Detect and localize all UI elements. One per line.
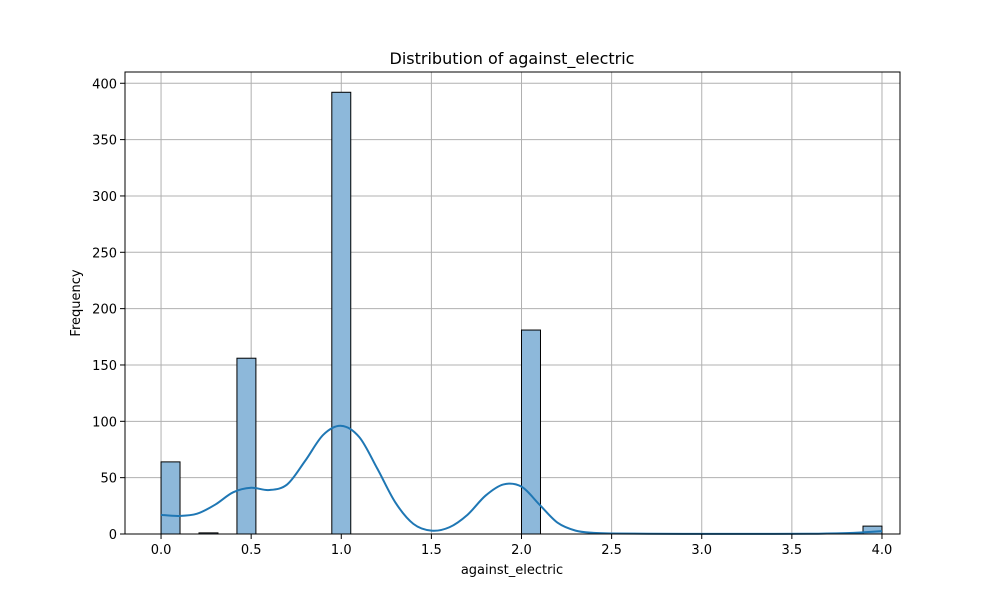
- x-tick-label: 2.0: [511, 543, 532, 558]
- histogram-bar: [160, 461, 181, 535]
- x-tick-label: 4.0: [872, 543, 893, 558]
- y-tick-label: 300: [92, 190, 117, 205]
- y-tick-label: 400: [92, 77, 117, 92]
- y-tick-label: 50: [100, 472, 117, 487]
- y-tick-label: 250: [92, 246, 117, 261]
- y-axis-label: Frequency: [69, 269, 84, 336]
- x-axis-ticks: 0.0 0.5 1.0 1.5 2.0 2.5 3.0 3.5 4.0: [151, 534, 893, 558]
- x-tick-label: 2.5: [601, 543, 622, 558]
- x-tick-label: 1.0: [331, 543, 352, 558]
- bars-layer: [160, 91, 883, 535]
- y-tick-label: 100: [92, 415, 117, 430]
- y-axis-ticks: 0 50 100 150 200 250 300 350 400: [92, 77, 125, 543]
- y-tick-label: 0: [109, 528, 117, 543]
- y-tick-label: 200: [92, 303, 117, 318]
- y-tick-label: 150: [92, 359, 117, 374]
- x-axis-label: against_electric: [461, 563, 563, 578]
- chart-title: Distribution of against_electric: [390, 49, 635, 69]
- x-tick-label: 0.5: [241, 543, 262, 558]
- x-tick-label: 0.0: [151, 543, 172, 558]
- x-tick-label: 3.0: [691, 543, 712, 558]
- histogram-bar: [236, 357, 257, 535]
- x-tick-label: 1.5: [421, 543, 442, 558]
- x-tick-label: 3.5: [782, 543, 803, 558]
- histogram-bar: [331, 91, 352, 535]
- y-tick-label: 350: [92, 134, 117, 149]
- plot-frame: [124, 71, 901, 535]
